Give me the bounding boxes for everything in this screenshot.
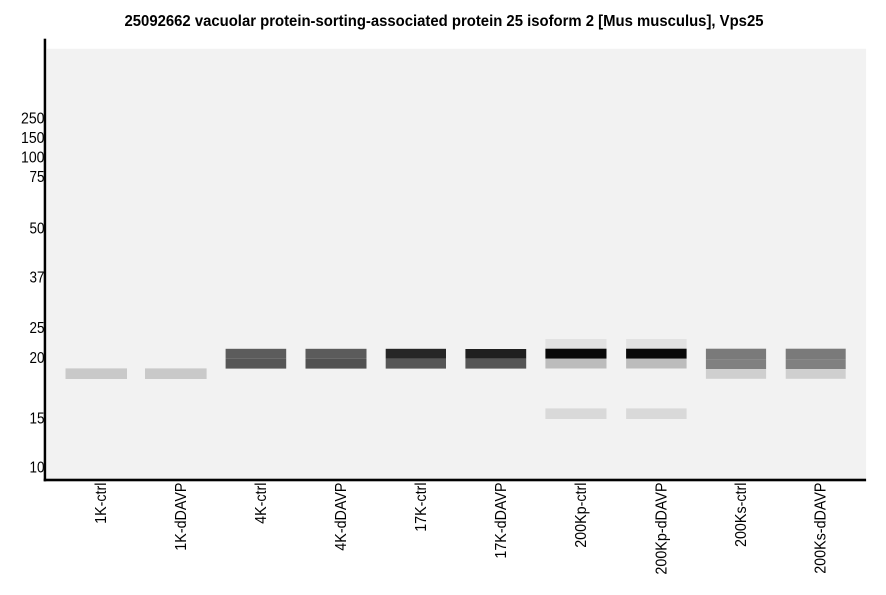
svg-text:150: 150 bbox=[21, 130, 45, 147]
svg-text:200Ks-dDAVP: 200Ks-dDAVP bbox=[813, 483, 830, 574]
svg-text:10: 10 bbox=[30, 460, 45, 477]
svg-text:4K-dDAVP: 4K-dDAVP bbox=[333, 483, 350, 551]
svg-text:200Kp-ctrl: 200Kp-ctrl bbox=[573, 483, 590, 548]
svg-text:20: 20 bbox=[30, 350, 45, 367]
svg-text:25092662 vacuolar protein-sort: 25092662 vacuolar protein-sorting-associ… bbox=[125, 13, 764, 30]
svg-text:15: 15 bbox=[30, 411, 45, 428]
svg-text:200Kp-dDAVP: 200Kp-dDAVP bbox=[653, 483, 670, 575]
svg-text:50: 50 bbox=[30, 221, 45, 238]
svg-text:37: 37 bbox=[30, 269, 45, 286]
svg-text:1K-ctrl: 1K-ctrl bbox=[93, 483, 110, 524]
svg-text:17K-dDAVP: 17K-dDAVP bbox=[493, 482, 510, 558]
svg-text:200Ks-ctrl: 200Ks-ctrl bbox=[733, 483, 750, 548]
svg-text:4K-ctrl: 4K-ctrl bbox=[253, 483, 270, 524]
svg-text:250: 250 bbox=[21, 111, 45, 128]
svg-text:75: 75 bbox=[30, 169, 45, 186]
svg-text:25: 25 bbox=[30, 320, 45, 337]
svg-text:100: 100 bbox=[21, 150, 45, 167]
svg-text:17K-ctrl: 17K-ctrl bbox=[413, 483, 430, 532]
svg-text:1K-dDAVP: 1K-dDAVP bbox=[173, 483, 190, 551]
